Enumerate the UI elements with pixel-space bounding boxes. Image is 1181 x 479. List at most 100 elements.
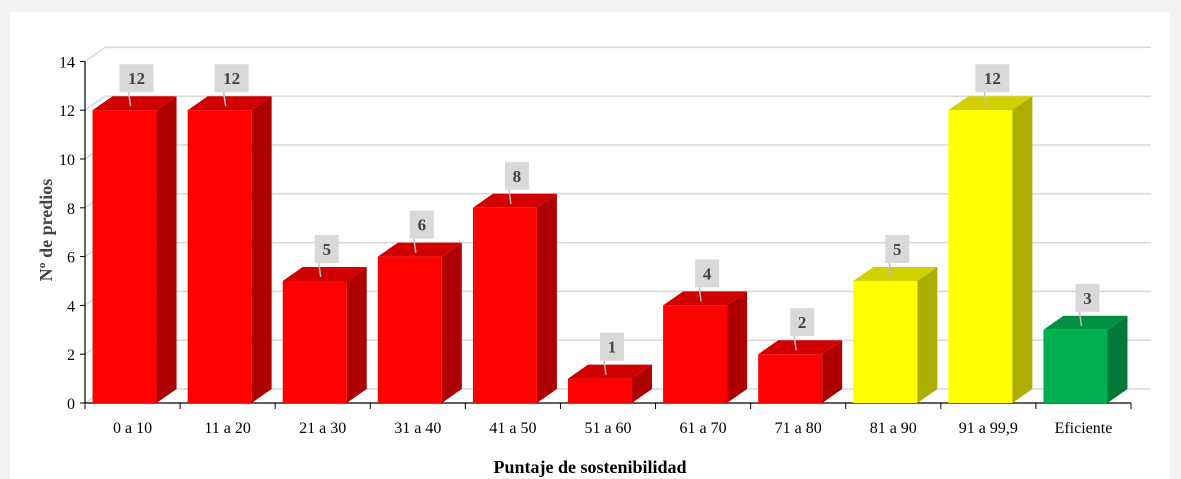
bar [568,364,652,403]
x-tick-label: 11 a 20 [204,420,251,437]
label-box [975,64,1010,93]
bar [92,96,177,403]
y-tick-label: 14 [59,54,75,71]
bar-front [282,281,347,403]
x-axis-title: Puntaje de sostenibilidad [493,457,686,477]
label-box [504,161,529,190]
gridline-depth [84,46,106,63]
label-box [695,259,720,288]
bar-side [156,96,177,403]
bar [758,340,843,403]
x-tick-label: 31 a 40 [394,420,441,437]
x-tick-label: 21 a 30 [299,420,346,437]
bar-top [568,364,652,379]
bar [282,267,367,403]
data-label: 12 [223,69,240,88]
label-box [600,332,624,361]
y-axis-title: Nº de predios [36,179,56,282]
data-label: 12 [984,69,1001,88]
y-tick-label: 10 [59,152,75,169]
y-tick-label: 6 [67,250,75,267]
x-tick-label: 71 a 80 [775,420,822,437]
bar-side [441,242,462,403]
label-leader [603,360,607,375]
bar-top [472,193,557,208]
gridline-depth [84,95,106,111]
bar-side [727,291,748,403]
y-tick-label: 12 [59,103,75,120]
label-leader [317,262,322,278]
label-box [790,308,815,337]
chart-panel: 0 2 4 6 8 10 12 14 0 a 10 11 a 20 21 a 30 31 a 40 41… [10,12,1170,479]
bar-top [948,96,1033,111]
bars [92,96,1128,403]
x-tick-label: 81 a 90 [870,420,917,437]
bar-top [187,96,272,111]
bar-top [853,267,938,281]
label-box [314,235,339,263]
bar-side [1012,96,1033,403]
data-label: 3 [1083,289,1092,308]
bar-front [663,305,728,403]
bar [853,267,938,403]
bar-front [758,354,823,403]
bar [472,193,557,403]
bar [663,291,748,403]
x-tick-label: 51 a 60 [584,420,631,437]
y-tick-label: 8 [67,201,75,218]
label-leader [793,336,797,351]
bar [948,96,1033,403]
label-leader [698,287,702,302]
data-label: 5 [893,240,902,259]
label-box [119,64,154,93]
bar-side [251,96,272,403]
bar-top [377,242,462,257]
y-tick-label: 2 [67,347,75,364]
bar-top [1043,315,1128,330]
label-box [1075,283,1100,312]
label-leader [1078,311,1083,326]
bar-side [632,364,652,403]
y-tick-label: 0 [67,396,75,413]
label-leader [222,92,227,107]
label-box [214,64,249,93]
bar [187,96,272,403]
bar-front [948,110,1013,403]
data-label: 2 [798,313,807,332]
bar-top [92,96,177,111]
data-label: 5 [322,240,331,259]
bar-side [346,267,367,403]
x-tick-label: 0 a 10 [113,420,152,437]
bar-front [568,378,632,403]
x-tick-label: 91 a 99,9 [959,420,1018,437]
bar-front [853,281,918,403]
x-tick-label: Eficiente [1055,420,1113,437]
bar-side [822,340,843,403]
label-leader [127,92,132,107]
x-tick-label: 41 a 50 [489,420,536,437]
label-leader [888,262,893,278]
label-leader [413,238,417,253]
label-box [885,235,910,263]
bar [377,242,462,403]
data-label: 12 [128,69,145,88]
data-label: 6 [418,216,427,235]
bar-front [187,110,252,403]
label-box [409,210,434,239]
label-leader [508,189,512,204]
data-label: 8 [513,167,522,186]
bar-side [536,193,557,403]
data-label: 1 [608,338,617,357]
bar-side [917,267,938,403]
bar-side [1107,315,1128,403]
bar-front [1043,329,1108,403]
bar-front [377,256,442,403]
bar-front [92,110,157,403]
data-label: 4 [703,264,712,283]
y-tick-label: 4 [67,298,75,315]
bar-front [472,207,537,403]
data-labels: 12 12 5 6 8 1 4 2 5 12 3 [119,64,1100,375]
bar-top [758,340,843,355]
bar [1043,315,1128,403]
